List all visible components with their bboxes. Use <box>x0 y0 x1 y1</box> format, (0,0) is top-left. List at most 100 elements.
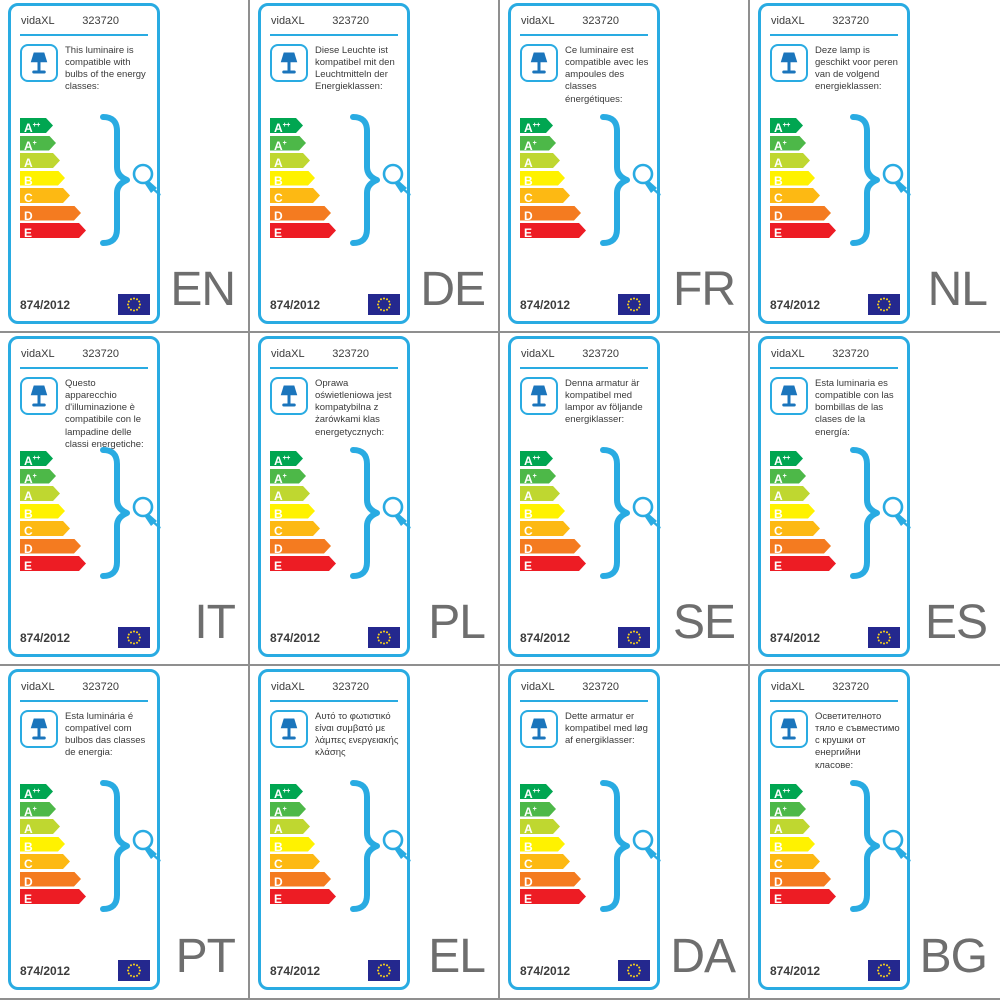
language-code: FR <box>673 263 736 316</box>
energy-class-bar-c: C <box>770 188 820 203</box>
intro-row: Esta luminaria es compatible con las bom… <box>770 377 900 439</box>
product-number: 323720 <box>82 15 119 27</box>
energy-class-bar-c: C <box>20 188 70 203</box>
header-divider <box>20 700 148 702</box>
header-divider <box>270 700 398 702</box>
label-cell: vidaXL 323720 Denna armatur är kompatibe… <box>500 333 750 666</box>
energy-class-letter: B <box>524 839 533 854</box>
brace-and-bulb <box>845 778 921 914</box>
brace-and-bulb <box>95 112 171 248</box>
energy-class-scale: A++ A+ A B C D E <box>270 451 336 574</box>
energy-label-card: vidaXL 323720 Diese Leuchte ist kompatib… <box>258 3 411 324</box>
energy-class-bar-e: E <box>520 556 586 571</box>
card-header: vidaXL 323720 <box>11 339 157 360</box>
energy-class-letter: B <box>24 506 33 521</box>
bulb-icon <box>882 163 911 196</box>
compatibility-description: Αυτό το φωτιστικό είναι συμβατό με λάμπε… <box>315 711 399 759</box>
energy-class-bar-b: B <box>20 504 65 519</box>
energy-class-scale: A++ A+ A B C D E <box>20 784 86 907</box>
card-footer: 874/2012 <box>20 960 150 981</box>
header-divider <box>270 34 398 36</box>
energy-class-letter: B <box>24 839 33 854</box>
energy-label-card: vidaXL 323720 Esta luminária é compatíve… <box>8 669 161 990</box>
energy-class-sup: ++ <box>32 122 40 129</box>
energy-class-letter: E <box>774 226 783 240</box>
card-footer: 874/2012 <box>770 294 900 315</box>
energy-class-bar-d: D <box>520 206 581 221</box>
product-number: 323720 <box>582 15 619 27</box>
bulb-icon <box>882 496 911 529</box>
compatibility-description: Diese Leuchte ist kompatibel mit den Leu… <box>315 45 395 93</box>
card-header: vidaXL 323720 <box>261 672 407 693</box>
product-number: 323720 <box>82 348 119 360</box>
energy-class-letter: D <box>524 874 533 889</box>
eu-flag-icon <box>118 627 150 648</box>
bulb-icon <box>632 163 661 196</box>
regulation-number: 874/2012 <box>270 297 321 312</box>
label-cell: vidaXL 323720 Oprawa oświetleniowa jest … <box>250 333 500 666</box>
card-footer: 874/2012 <box>770 627 900 648</box>
table-lamp-icon <box>780 52 798 74</box>
brand-name: vidaXL <box>771 681 805 693</box>
energy-class-bar-a2: A++ <box>20 118 53 133</box>
energy-class-bar-a1: A+ <box>770 469 806 484</box>
energy-class-letter: E <box>24 559 33 573</box>
brand-name: vidaXL <box>521 348 555 360</box>
eu-flag-icon <box>368 627 400 648</box>
energy-class-bar-e: E <box>270 889 336 904</box>
brace-and-bulb <box>345 445 421 581</box>
lamp-icon <box>270 377 308 415</box>
energy-class-bar-c: C <box>770 521 820 536</box>
label-cell: vidaXL 323720 Esta luminária é compatíve… <box>0 666 250 1000</box>
brand-name: vidaXL <box>521 15 555 27</box>
brace-icon <box>100 114 130 246</box>
energy-class-bar-a: A <box>770 486 810 501</box>
brace-icon <box>600 114 630 246</box>
language-code: DA <box>670 930 736 983</box>
lamp-icon <box>520 377 558 415</box>
energy-class-bar-a2: A++ <box>270 118 303 133</box>
language-code: BG <box>919 930 988 983</box>
energy-class-letter: E <box>774 559 783 573</box>
energy-class-bar-e: E <box>20 556 86 571</box>
energy-class-bar-e: E <box>770 889 836 904</box>
brand-name: vidaXL <box>771 348 805 360</box>
brace-icon <box>600 447 630 579</box>
card-footer: 874/2012 <box>270 294 400 315</box>
energy-label-card: vidaXL 323720 Осветителното тяло е съвме… <box>758 669 911 990</box>
intro-row: Esta luminária é compatível com bulbos d… <box>20 710 150 760</box>
energy-class-scale: A++ A+ A B C D E <box>770 451 836 574</box>
energy-class-letter: D <box>774 874 783 889</box>
eu-flag-icon <box>368 960 400 981</box>
brace-and-bulb <box>95 778 171 914</box>
intro-row: Αυτό το φωτιστικό είναι συμβατό με λάμπε… <box>270 710 400 760</box>
card-header: vidaXL 323720 <box>261 339 407 360</box>
energy-class-letter: A <box>274 121 283 135</box>
brace-and-bulb <box>845 445 921 581</box>
header-divider <box>770 367 898 369</box>
energy-class-bar-a2: A++ <box>770 451 803 466</box>
energy-class-bar-a1: A+ <box>20 469 56 484</box>
brand-name: vidaXL <box>771 15 805 27</box>
compatibility-description: Questo apparecchio d'illuminazione è com… <box>65 378 144 450</box>
brace-icon <box>850 114 880 246</box>
energy-class-sup: + <box>532 805 537 813</box>
product-number: 323720 <box>332 681 369 693</box>
lamp-icon <box>770 44 808 82</box>
intro-row: Questo apparecchio d'illuminazione è com… <box>20 377 150 451</box>
energy-class-letter: A <box>274 804 283 819</box>
brace-icon <box>100 780 130 912</box>
table-lamp-icon <box>280 52 298 74</box>
energy-class-letter: C <box>524 191 533 205</box>
compatibility-description: Esta luminaria es compatible con las bom… <box>815 378 894 438</box>
card-header: vidaXL 323720 <box>761 672 907 693</box>
energy-class-bar-e: E <box>770 223 836 238</box>
energy-class-letter: D <box>24 208 33 223</box>
table-lamp-icon <box>530 385 548 407</box>
product-number: 323720 <box>582 681 619 693</box>
regulation-number: 874/2012 <box>270 963 321 978</box>
energy-class-bar-a2: A++ <box>20 784 53 799</box>
energy-class-bar-c: C <box>270 521 320 536</box>
energy-class-bar-a1: A+ <box>520 469 556 484</box>
card-header: vidaXL 323720 <box>11 6 157 27</box>
